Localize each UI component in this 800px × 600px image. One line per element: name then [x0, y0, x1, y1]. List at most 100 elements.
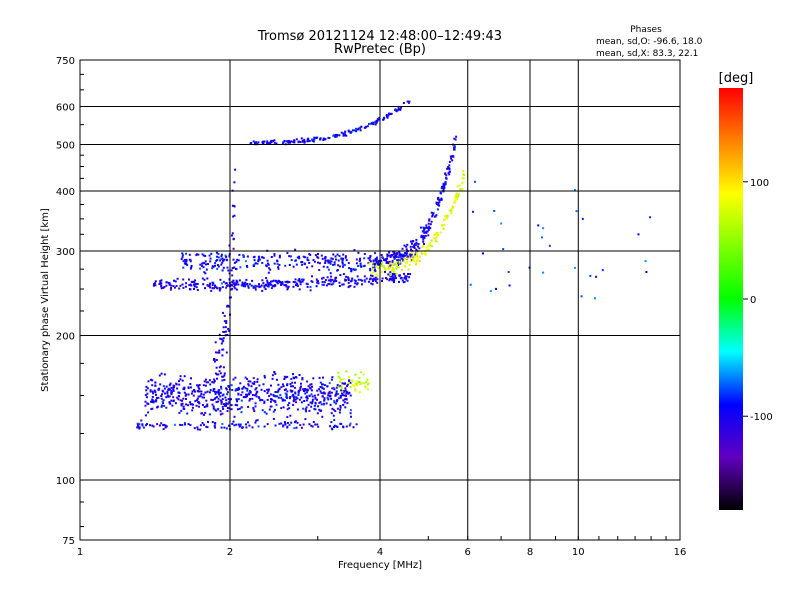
echo-point — [262, 256, 265, 259]
echo-point — [302, 407, 305, 410]
echo-point — [261, 289, 264, 292]
echo-point — [405, 278, 408, 281]
echo-point — [318, 269, 321, 271]
echo-point — [437, 234, 440, 236]
echo-point — [249, 142, 252, 145]
echo-point — [342, 257, 344, 260]
echo-point — [193, 427, 196, 430]
echo-point — [206, 403, 209, 406]
echo-point — [137, 424, 139, 427]
echo-point — [289, 141, 292, 144]
echo-point — [299, 388, 302, 391]
echo-point — [395, 265, 398, 268]
echo-point — [237, 259, 240, 262]
echo-point — [270, 139, 273, 142]
echo-point — [254, 402, 257, 405]
echo-point — [209, 257, 212, 260]
echo-point — [238, 253, 241, 256]
echo-point — [214, 285, 217, 288]
echo-point — [391, 272, 394, 275]
echo-point — [441, 185, 444, 188]
echo-point — [395, 253, 398, 256]
echo-point — [225, 399, 228, 402]
echo-point — [431, 213, 434, 216]
echo-point — [199, 263, 202, 266]
echo-point — [389, 256, 392, 258]
echo-point — [179, 399, 182, 402]
echo-point — [246, 395, 248, 398]
echo-point — [146, 402, 149, 405]
echo-point — [277, 396, 280, 399]
echo-point — [160, 405, 163, 408]
echo-point — [215, 396, 218, 398]
echo-point — [305, 410, 307, 413]
echo-point — [430, 245, 433, 248]
echo-point — [342, 391, 345, 394]
echo-point — [386, 115, 388, 118]
echo-point — [359, 257, 361, 260]
echo-point — [177, 395, 180, 398]
echo-point — [258, 283, 260, 286]
echo-point — [338, 265, 341, 268]
echo-point — [294, 386, 296, 389]
echo-point — [312, 259, 315, 262]
echo-point — [197, 386, 200, 389]
echo-point — [398, 252, 401, 255]
echo-point — [307, 137, 310, 140]
echo-point — [405, 248, 408, 251]
echo-point — [342, 425, 345, 428]
echo-point — [406, 257, 408, 260]
echo-point — [359, 259, 361, 262]
echo-point — [159, 383, 162, 386]
echo-point — [190, 392, 193, 395]
echo-point — [218, 370, 221, 373]
echo-point — [215, 366, 218, 369]
echo-point — [377, 118, 380, 121]
echo-point — [404, 275, 407, 278]
echo-point — [348, 285, 351, 288]
echo-point — [297, 279, 300, 282]
echo-point — [341, 392, 343, 395]
echo-point — [358, 381, 361, 383]
echo-point — [310, 389, 313, 392]
echo-point — [275, 403, 278, 406]
echo-point — [248, 393, 251, 396]
echo-point — [253, 394, 256, 397]
echo-point — [226, 266, 229, 269]
echo-point — [448, 170, 451, 173]
echo-point — [205, 263, 207, 266]
echo-point — [234, 168, 237, 171]
echo-point — [243, 396, 246, 398]
echo-point — [336, 253, 339, 256]
echo-point — [383, 116, 386, 119]
echo-point — [196, 428, 199, 431]
echo-point — [225, 404, 228, 407]
echo-point — [144, 414, 147, 417]
echo-point — [189, 403, 192, 406]
echo-point — [167, 395, 170, 398]
echo-point — [392, 268, 395, 271]
echo-point — [218, 333, 221, 336]
echo-point — [307, 259, 310, 262]
echo-point — [294, 376, 297, 378]
echo-point — [442, 227, 445, 230]
echo-point — [180, 404, 183, 407]
echo-point — [162, 428, 165, 431]
echo-point — [319, 401, 322, 404]
echo-point — [462, 177, 465, 180]
echo-point — [247, 286, 250, 289]
echo-point — [372, 271, 375, 274]
echo-point — [310, 280, 313, 283]
echo-point — [330, 283, 333, 286]
echo-point — [349, 422, 352, 425]
echo-point — [216, 267, 219, 270]
echo-point — [221, 261, 224, 264]
echo-point — [284, 388, 287, 391]
echo-point — [203, 271, 206, 274]
echo-point — [219, 413, 222, 416]
echo-point — [649, 216, 652, 219]
echo-point — [181, 379, 184, 382]
echo-point — [302, 278, 305, 281]
echo-point — [188, 288, 191, 291]
echo-point — [233, 424, 236, 427]
